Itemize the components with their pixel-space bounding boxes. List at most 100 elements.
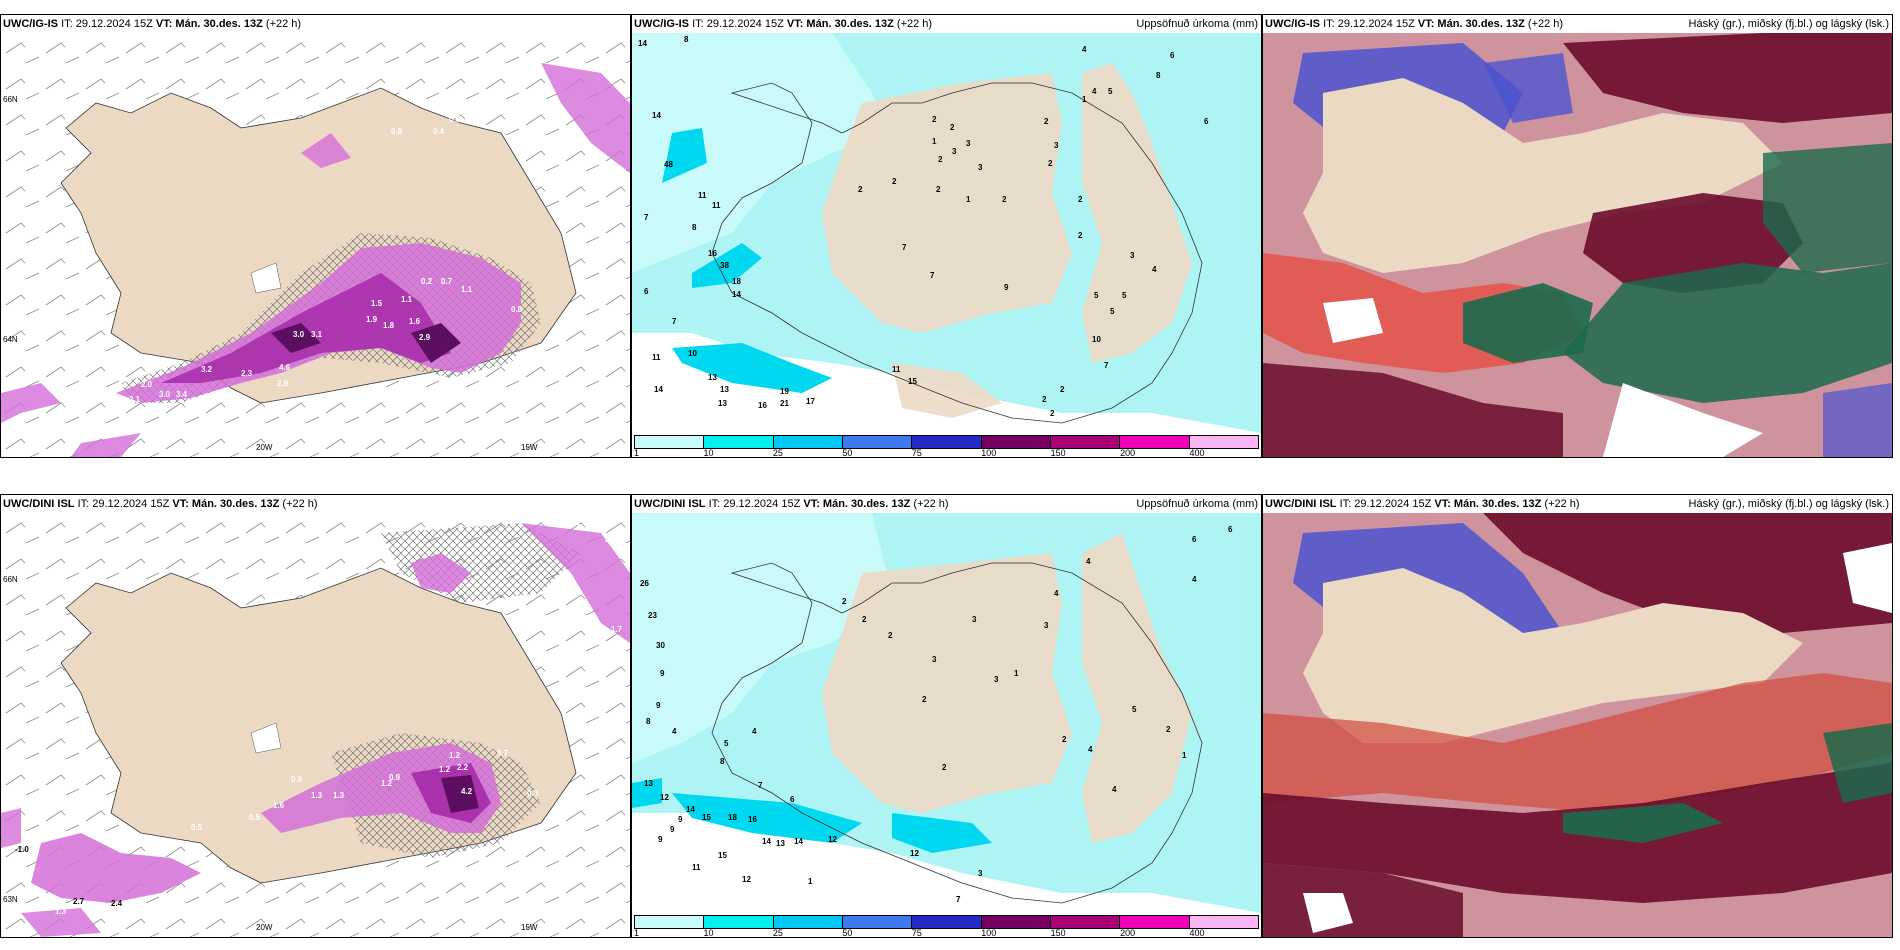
precip-map[interactable] [632, 33, 1261, 457]
precip-label: 9 [656, 701, 661, 710]
precip-label: 4 [1112, 785, 1117, 794]
wind-label: 0.9 [291, 775, 303, 784]
precip-label: 21 [780, 399, 789, 408]
wind-label: 3.0 [159, 390, 171, 399]
precip-label: 19 [780, 387, 789, 396]
precip-label: 9 [658, 835, 663, 844]
precip-label: 2 [950, 123, 955, 132]
lon-label-20: 20W [256, 443, 273, 452]
precip-label: 5 [1110, 307, 1115, 316]
wind-label: 3.4 [176, 390, 188, 399]
lat-label-64: 64N [3, 335, 18, 344]
wind-label: 0.3 [583, 317, 595, 326]
precip-label: 2 [1050, 409, 1055, 418]
wind-label: 1.5 [371, 299, 383, 308]
legend-tick: 50 [842, 928, 853, 938]
wind-label: 0.4 [563, 311, 575, 320]
legend-tick: 1 [634, 928, 640, 938]
lat-label-66: 66N [3, 95, 18, 104]
precip-label: 2 [888, 631, 893, 640]
wind-label: 2.9 [419, 333, 431, 342]
wind-label: 1.8 [383, 321, 395, 330]
legend-ticks: 1 10 25 50 75 100 150 200 400 [634, 928, 1259, 938]
precip-label: 12 [660, 793, 669, 802]
wind-label: 1.2 [439, 765, 451, 774]
precip-label: 9 [660, 669, 665, 678]
wind-label: 3.2 [201, 365, 213, 374]
wind-label: 0.3 [527, 789, 539, 798]
legend-swatch [1050, 916, 1121, 928]
legend-swatch [704, 916, 774, 928]
precip-label: 4 [1054, 589, 1059, 598]
precip-label: 9 [1004, 283, 1009, 292]
legend-swatch [842, 436, 913, 448]
precip-label: 2 [892, 177, 897, 186]
wind-label: 4.3 [469, 373, 481, 382]
panel-title: UWC/DINI ISL IT: 29.12.2024 15Z VT: Mán.… [1263, 495, 1892, 513]
wind-label: 2.9 [277, 379, 289, 388]
wind-label: 0.2 [421, 277, 433, 286]
precip-label: 6 [1192, 535, 1197, 544]
precip-label: 4 [672, 727, 677, 736]
wind-label: 2.1 [121, 845, 133, 854]
wind-map[interactable] [1, 513, 630, 937]
precip-label: 8 [1156, 71, 1161, 80]
wind-label: 1.7 [611, 625, 623, 634]
cloud-map[interactable] [1263, 513, 1892, 937]
precip-label: 12 [910, 849, 919, 858]
precip-label: 15 [908, 377, 917, 386]
precip-label: 3 [952, 147, 957, 156]
wind-label: 0.4 [433, 127, 445, 136]
precip-label: 1 [808, 877, 813, 886]
precip-label: 14 [794, 837, 803, 846]
panel-clouds-top: UWC/IG-IS IT: 29.12.2024 15Z VT: Mán. 30… [1262, 14, 1893, 458]
legend-swatch [773, 916, 843, 928]
wind-label: 1.6 [273, 801, 285, 810]
precip-label: 14 [686, 805, 695, 814]
wind-label: 1.3 [333, 791, 345, 800]
precip-label: 9 [670, 825, 675, 834]
legend-swatch [1189, 436, 1258, 448]
precip-label: 7 [672, 317, 677, 326]
wind-label: 0.6 [449, 115, 461, 124]
precip-label: 15 [702, 813, 711, 822]
legend-swatch [635, 916, 705, 928]
wind-label: 1.2 [381, 779, 393, 788]
precip-label: 2 [862, 615, 867, 624]
wind-label: 3.7 [136, 407, 148, 416]
wind-label: 2.7 [73, 897, 85, 906]
precip-map[interactable] [632, 513, 1261, 937]
legend-tick: 100 [981, 928, 997, 938]
wind-label: 1.1 [401, 295, 413, 304]
precip-label: 18 [732, 277, 741, 286]
wind-label: 1.5 [95, 817, 107, 826]
precip-label: 5 [1094, 291, 1099, 300]
panel-title: UWC/DINI ISL IT: 29.12.2024 15Z VT: Mán.… [1, 495, 630, 513]
legend-tick: 150 [1050, 928, 1066, 938]
wind-label: 0.7 [577, 523, 589, 532]
precip-label: 2 [842, 597, 847, 606]
legend-swatch [635, 436, 705, 448]
precip-label: 10 [688, 349, 697, 358]
wind-map[interactable] [1, 33, 630, 457]
precip-label: 2 [922, 695, 927, 704]
precip-label: 2 [1044, 117, 1049, 126]
precip-label: 14 [732, 290, 741, 299]
cloud-map[interactable] [1263, 33, 1892, 457]
precip-label: 2 [1078, 195, 1083, 204]
precip-label: 3 [1054, 141, 1059, 150]
precip-label: 8 [684, 35, 689, 44]
precip-label: 2 [1048, 159, 1053, 168]
wind-label: 2.0 [141, 380, 153, 389]
precip-label: 6 [1228, 525, 1233, 534]
wind-label: 2.2 [457, 763, 469, 772]
precip-label: 2 [1002, 195, 1007, 204]
legend-tick: 75 [911, 448, 922, 458]
lon-label-20: 20W [256, 923, 273, 932]
legend-tick: 75 [911, 928, 922, 938]
legend-swatch [912, 916, 982, 928]
panel-clouds-bottom: UWC/DINI ISL IT: 29.12.2024 15Z VT: Mán.… [1262, 494, 1893, 938]
legend-tick: 1 [634, 448, 640, 458]
legend-swatch [912, 436, 982, 448]
legend-tick: 100 [981, 448, 997, 458]
